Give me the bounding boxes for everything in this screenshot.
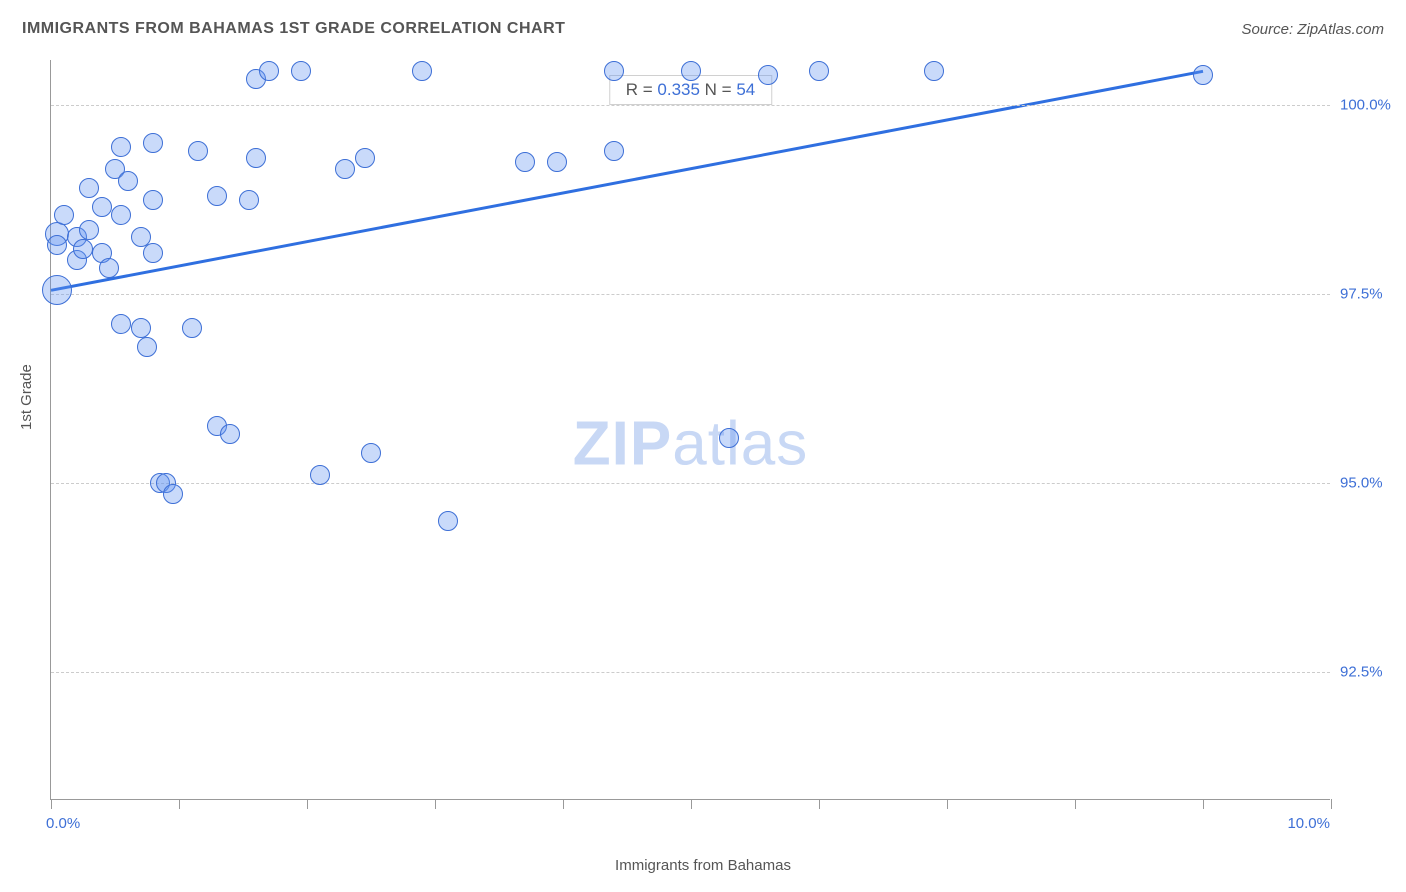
scatter-point bbox=[412, 61, 432, 81]
y-tick-label: 92.5% bbox=[1340, 663, 1400, 680]
scatter-point bbox=[137, 337, 157, 357]
y-tick-label: 100.0% bbox=[1340, 97, 1400, 114]
scatter-point bbox=[131, 318, 151, 338]
x-tick bbox=[307, 799, 308, 809]
scatter-point bbox=[355, 148, 375, 168]
scatter-point bbox=[809, 61, 829, 81]
scatter-point bbox=[239, 190, 259, 210]
y-axis-label: 1st Grade bbox=[18, 364, 35, 430]
gridline bbox=[51, 672, 1330, 673]
x-tick bbox=[819, 799, 820, 809]
x-tick bbox=[691, 799, 692, 809]
x-tick bbox=[1331, 799, 1332, 809]
scatter-point bbox=[259, 61, 279, 81]
scatter-point bbox=[111, 205, 131, 225]
watermark: ZIPatlas bbox=[573, 409, 808, 480]
x-tick bbox=[947, 799, 948, 809]
scatter-point bbox=[111, 314, 131, 334]
chart-title: IMMIGRANTS FROM BAHAMAS 1ST GRADE CORREL… bbox=[22, 20, 565, 38]
scatter-point bbox=[163, 484, 183, 504]
scatter-point bbox=[111, 137, 131, 157]
scatter-point bbox=[79, 220, 99, 240]
scatter-point bbox=[143, 190, 163, 210]
scatter-point bbox=[73, 239, 93, 259]
scatter-point bbox=[719, 428, 739, 448]
chart-source: Source: ZipAtlas.com bbox=[1241, 21, 1384, 38]
scatter-point bbox=[335, 159, 355, 179]
gridline bbox=[51, 294, 1330, 295]
scatter-point bbox=[604, 141, 624, 161]
plot-region: ZIPatlas R = 0.335 N = 54 100.0%97.5%95.… bbox=[50, 60, 1330, 800]
y-tick-label: 97.5% bbox=[1340, 286, 1400, 303]
scatter-point bbox=[207, 186, 227, 206]
x-tick bbox=[1203, 799, 1204, 809]
scatter-point bbox=[188, 141, 208, 161]
scatter-point bbox=[681, 61, 701, 81]
scatter-point bbox=[79, 178, 99, 198]
scatter-point bbox=[924, 61, 944, 81]
scatter-point bbox=[246, 148, 266, 168]
n-value: 54 bbox=[736, 80, 755, 99]
scatter-point bbox=[438, 511, 458, 531]
scatter-point bbox=[1193, 65, 1213, 85]
scatter-point bbox=[143, 133, 163, 153]
r-label: R = bbox=[626, 80, 658, 99]
scatter-point bbox=[291, 61, 311, 81]
x-axis-max-label: 10.0% bbox=[1287, 815, 1330, 832]
scatter-point bbox=[99, 258, 119, 278]
x-tick bbox=[435, 799, 436, 809]
x-tick bbox=[563, 799, 564, 809]
n-label: N = bbox=[700, 80, 736, 99]
x-axis-min-label: 0.0% bbox=[46, 815, 80, 832]
x-tick bbox=[179, 799, 180, 809]
y-tick-label: 95.0% bbox=[1340, 474, 1400, 491]
gridline bbox=[51, 483, 1330, 484]
scatter-point bbox=[92, 197, 112, 217]
gridline bbox=[51, 105, 1330, 106]
scatter-point bbox=[42, 275, 72, 305]
scatter-point bbox=[118, 171, 138, 191]
scatter-point bbox=[515, 152, 535, 172]
scatter-point bbox=[54, 205, 74, 225]
scatter-point bbox=[143, 243, 163, 263]
r-value: 0.335 bbox=[657, 80, 700, 99]
scatter-point bbox=[604, 61, 624, 81]
x-tick bbox=[1075, 799, 1076, 809]
scatter-point bbox=[758, 65, 778, 85]
x-axis-label: Immigrants from Bahamas bbox=[615, 857, 791, 874]
regression-line bbox=[51, 60, 1331, 800]
scatter-point bbox=[361, 443, 381, 463]
x-tick bbox=[51, 799, 52, 809]
chart-area: ZIPatlas R = 0.335 N = 54 100.0%97.5%95.… bbox=[50, 60, 1330, 800]
scatter-point bbox=[182, 318, 202, 338]
scatter-point bbox=[547, 152, 567, 172]
scatter-point bbox=[310, 465, 330, 485]
scatter-point bbox=[47, 235, 67, 255]
scatter-point bbox=[220, 424, 240, 444]
